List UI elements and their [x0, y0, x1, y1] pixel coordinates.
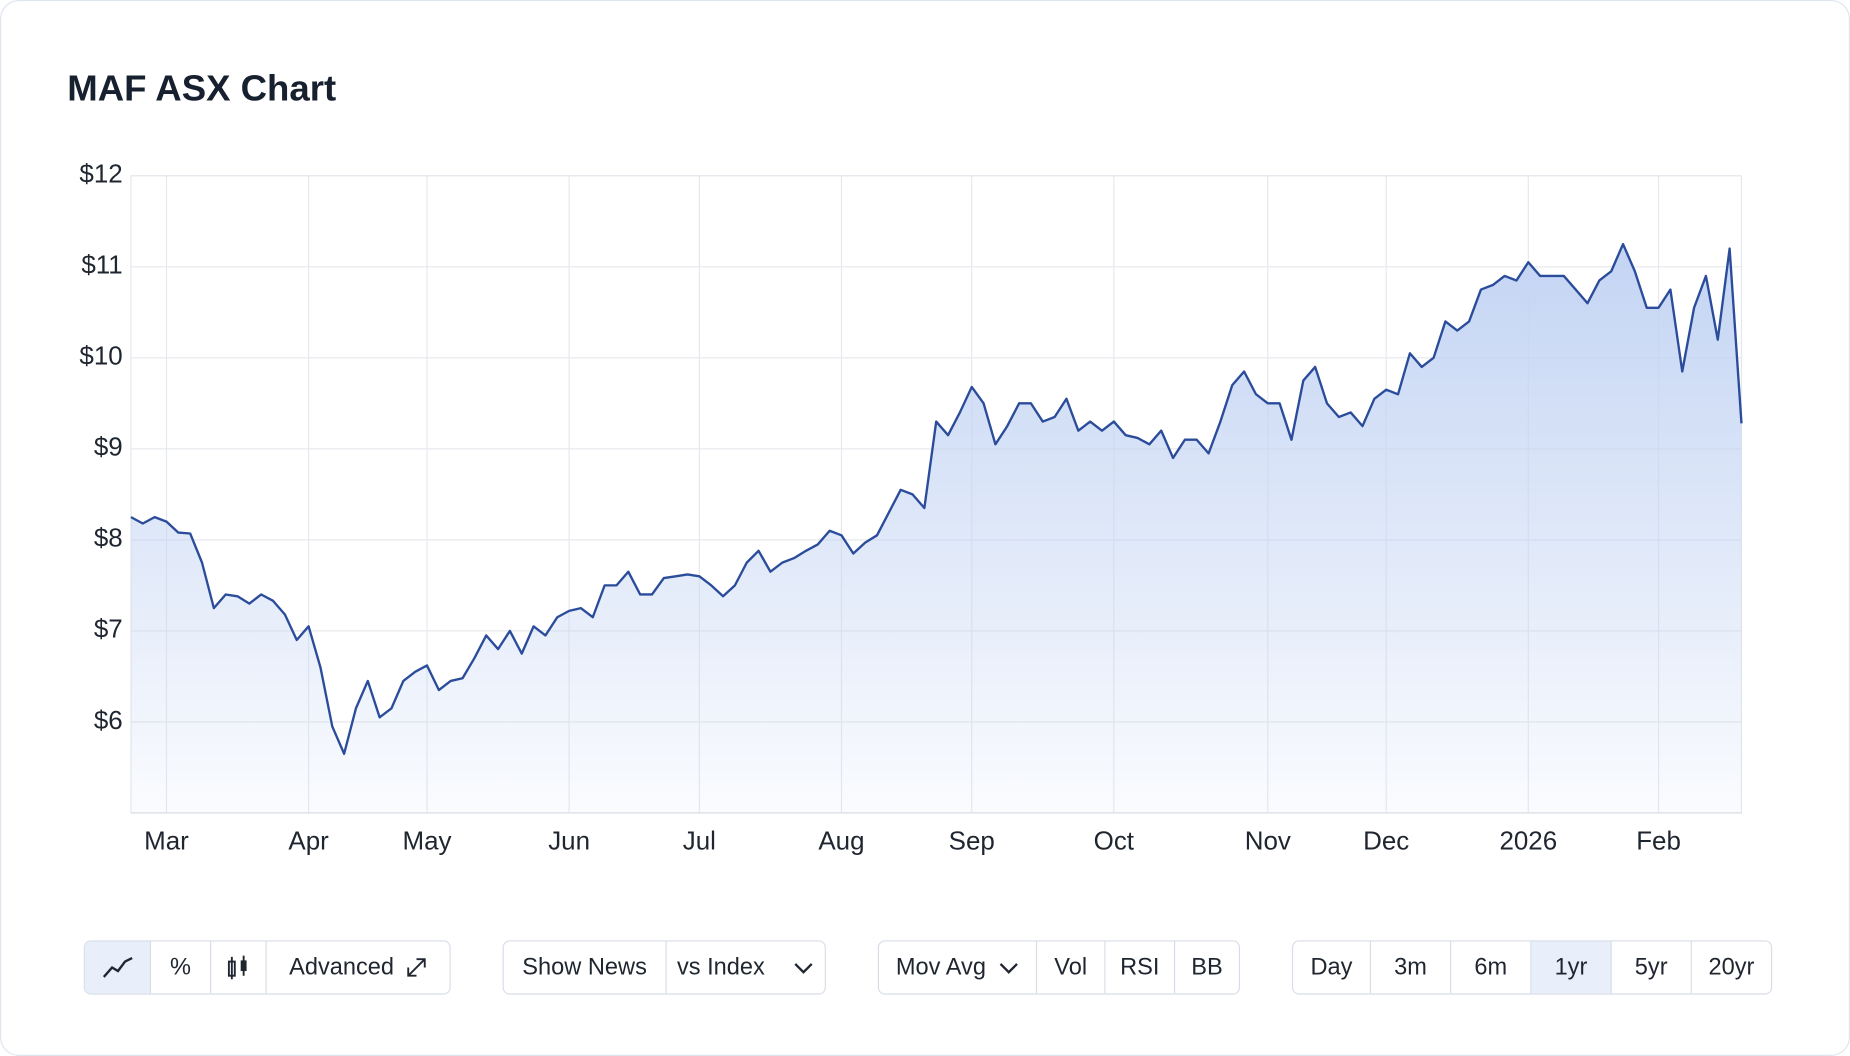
- button-label: vs Index: [676, 953, 765, 980]
- y-tick-label: $8: [94, 525, 123, 553]
- y-tick-label: $12: [79, 161, 122, 189]
- chart-title: MAF ASX Chart: [67, 67, 337, 109]
- y-tick-label: $10: [79, 343, 122, 371]
- button-label: Show News: [522, 953, 647, 980]
- button-label: Mov Avg: [895, 953, 986, 980]
- button-label: 3m: [1394, 953, 1427, 980]
- line-icon: [102, 956, 133, 978]
- mov-avg-button[interactable]: Mov Avg: [879, 941, 1038, 994]
- button-label: 1yr: [1554, 953, 1588, 980]
- overlay-group: Show News vs Index: [502, 940, 826, 995]
- line-chart-button[interactable]: [84, 941, 152, 994]
- x-tick-label: Sep: [949, 827, 995, 855]
- price-line: [130, 242, 1743, 755]
- x-tick-label: Apr: [288, 827, 329, 855]
- advanced-button[interactable]: Advanced: [267, 942, 450, 994]
- y-tick-label: $6: [94, 707, 123, 735]
- button-label: RSI: [1120, 953, 1160, 980]
- area: [130, 244, 1742, 813]
- candle-button[interactable]: [211, 941, 267, 994]
- x-tick-label: Aug: [818, 827, 864, 855]
- x-tick-label: Oct: [1094, 827, 1135, 855]
- x-tick-label: Mar: [144, 827, 189, 855]
- range-group: Day 3m 6m 1yr 5yr 20yr: [1291, 940, 1773, 995]
- chevron-icon: [999, 963, 1018, 974]
- button-label: Vol: [1054, 953, 1088, 980]
- chevron-icon: [794, 963, 813, 974]
- y-tick-label: $7: [94, 616, 123, 644]
- vs-index-button[interactable]: vs Index: [667, 942, 825, 994]
- chart-type-group: % Advanced: [83, 940, 451, 995]
- range-button[interactable]: 20yr: [1692, 942, 1771, 994]
- button-label: Advanced: [289, 953, 395, 980]
- x-tick-label: Jul: [683, 827, 716, 855]
- x-tick-label: Nov: [1245, 827, 1291, 855]
- show-news-button[interactable]: Show News: [504, 941, 667, 994]
- y-tick-label: $11: [81, 252, 122, 280]
- candle-icon: [227, 955, 247, 980]
- range-button[interactable]: 6m: [1451, 941, 1532, 994]
- vol-button[interactable]: Vol: [1037, 941, 1106, 994]
- x-tick-label: 2026: [1499, 827, 1557, 855]
- x-tick-label: May: [403, 827, 452, 855]
- rsi-button[interactable]: RSI: [1106, 941, 1176, 994]
- range-button[interactable]: 3m: [1371, 941, 1452, 994]
- range-button[interactable]: 5yr: [1612, 941, 1692, 994]
- chart: $6 $7 $8 $9 $10 $11 $12 Mar Apr May Jun Jul Aug Sep Oc…: [79, 161, 1743, 855]
- y-tick-label: $9: [94, 434, 123, 462]
- range-button[interactable]: 1yr: [1531, 941, 1612, 994]
- percent-button[interactable]: %: [151, 941, 212, 994]
- x-tick-label: Dec: [1363, 827, 1409, 855]
- button-label: 6m: [1474, 953, 1508, 980]
- bb-button[interactable]: BB: [1175, 942, 1239, 994]
- x-tick-label: Jun: [548, 827, 590, 855]
- button-label: BB: [1191, 953, 1223, 980]
- expand-icon: [407, 958, 426, 977]
- button-label: 20yr: [1708, 953, 1755, 980]
- range-button[interactable]: Day: [1293, 941, 1371, 994]
- button-label: Day: [1310, 953, 1353, 980]
- button-label: %: [170, 953, 192, 980]
- button-label: 5yr: [1634, 953, 1668, 980]
- indicator-group: Mov Avg Vol RSI BB: [877, 940, 1241, 995]
- x-tick-label: Feb: [1636, 827, 1681, 855]
